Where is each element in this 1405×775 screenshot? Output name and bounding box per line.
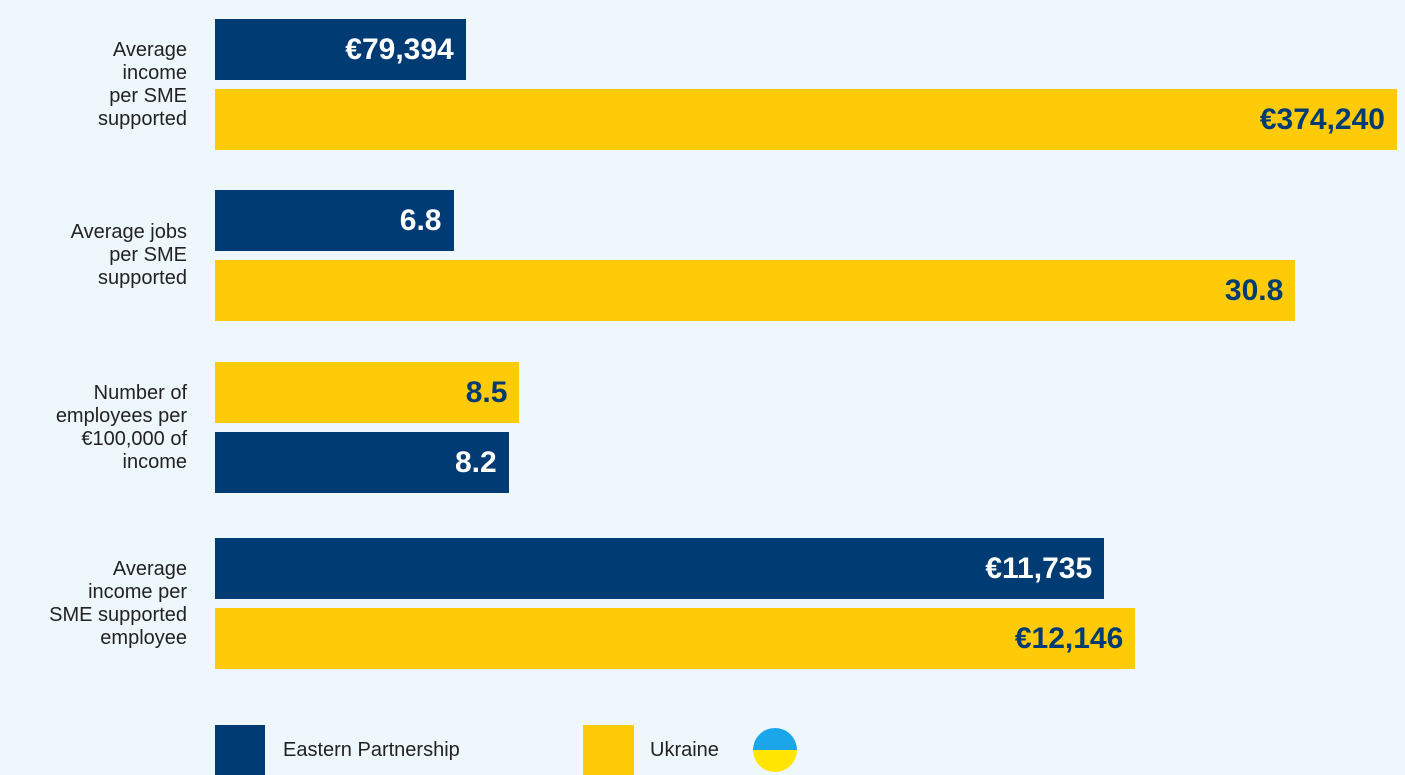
value-label: 30.8: [1224, 274, 1284, 307]
legend-label: Eastern Partnership: [283, 739, 460, 761]
bar: [215, 190, 454, 251]
category-label: Average income per SME supported: [98, 38, 187, 130]
value-label: €79,394: [345, 33, 454, 66]
legend-swatch: [583, 725, 634, 775]
value-label: 8.2: [454, 446, 497, 479]
bar: [215, 432, 509, 493]
bar: [215, 608, 1136, 669]
bar: [215, 362, 520, 423]
legend-label: Ukraine: [650, 739, 719, 761]
bar: [215, 89, 1397, 150]
value-label: 6.8: [399, 204, 442, 237]
value-label: €12,146: [1014, 622, 1124, 655]
ukraine-flag-icon: [753, 728, 797, 772]
value-label: €374,240: [1259, 103, 1385, 136]
value-label: €11,735: [985, 552, 1093, 585]
category-label: Number of employees per €100,000 of inco…: [55, 381, 187, 473]
bar: [215, 19, 466, 80]
value-label: 8.5: [465, 376, 508, 409]
bar: [215, 538, 1105, 599]
bar: [215, 260, 1296, 321]
legend-swatch: [215, 725, 265, 775]
category-label: Average income per SME supported employe…: [49, 557, 187, 649]
category-label: Average jobs per SME supported: [70, 221, 187, 289]
